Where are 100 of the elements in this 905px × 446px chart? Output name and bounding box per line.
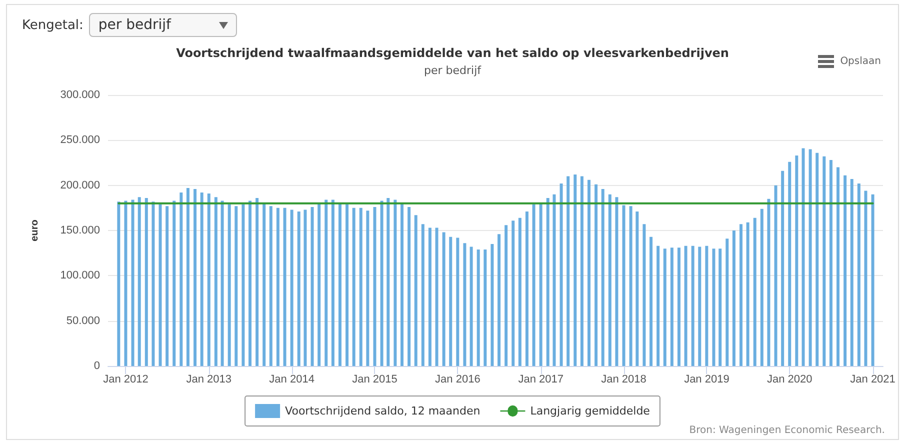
bar (525, 212, 528, 366)
bar (650, 236, 653, 366)
bar (158, 204, 162, 366)
dropdown-field: per bedrijf (89, 13, 238, 37)
bar (802, 148, 805, 366)
bar (262, 202, 266, 366)
bar (242, 204, 245, 366)
bar (698, 246, 702, 366)
x-tick-label: Jan 2021 (850, 374, 896, 386)
bar (124, 200, 128, 366)
bar (816, 152, 819, 366)
x-tick-label: Jan 2013 (186, 374, 232, 386)
legend-label: Langjarig gemiddelde (530, 404, 650, 418)
bar (753, 218, 756, 366)
bar (180, 192, 183, 366)
bar (560, 184, 563, 366)
x-tick-label: Jan 2017 (518, 374, 564, 386)
bar (629, 206, 632, 366)
bar (705, 246, 708, 366)
bar (152, 202, 155, 366)
bar (463, 243, 466, 366)
bar (442, 232, 446, 366)
bar (663, 248, 666, 366)
bar (346, 204, 349, 366)
bar (566, 176, 570, 366)
y-tick-label: 50.000 (66, 314, 100, 327)
x-tick-label: Jan 2018 (601, 374, 646, 386)
text: Opslaan (840, 56, 881, 67)
bar (234, 206, 238, 366)
bar (304, 210, 307, 366)
legend-label: Voortschrijdend saldo, 12 maanden (285, 404, 480, 418)
bar (788, 162, 792, 366)
bar (359, 208, 362, 366)
bar (414, 215, 418, 366)
bar (366, 210, 370, 366)
bar (829, 160, 832, 366)
bar (386, 198, 390, 366)
bar (166, 206, 169, 366)
bar (400, 202, 404, 366)
y-tick-label: 250.000 (60, 134, 100, 146)
bar (144, 198, 148, 366)
bar (408, 207, 411, 366)
bar (691, 246, 694, 366)
bar (131, 200, 134, 366)
bar (297, 212, 300, 366)
bar (484, 249, 487, 366)
bar (642, 224, 646, 366)
bar (670, 248, 674, 366)
bar (449, 236, 452, 366)
bar (601, 188, 604, 366)
y-tick-label: 100.000 (60, 270, 100, 282)
bar (490, 244, 494, 366)
bar (352, 208, 356, 366)
bar (318, 203, 321, 366)
y-axis-title: euro (30, 220, 40, 242)
bar (421, 224, 424, 366)
y-tick-label: 300.000 (60, 89, 100, 101)
bar (718, 248, 722, 366)
bar (781, 170, 784, 366)
x-tick-label: Jan 2020 (766, 374, 812, 386)
bar (428, 228, 432, 366)
bar (712, 248, 716, 366)
bar (512, 220, 515, 366)
bar (808, 149, 812, 366)
bar (220, 200, 224, 366)
bar (871, 194, 874, 366)
bar (172, 200, 176, 366)
bar (283, 208, 286, 366)
chart-subtitle: per bedrijf (424, 64, 482, 77)
bar (194, 188, 197, 366)
bar (739, 224, 742, 366)
bar (394, 200, 397, 366)
bar (324, 200, 328, 366)
bar (608, 194, 612, 366)
bar (574, 174, 577, 366)
bar (684, 246, 688, 366)
text: Bron: Wageningen Economic Research. (689, 425, 885, 436)
y-tick-label: 200.000 (60, 179, 100, 192)
bar (857, 184, 860, 366)
bar (290, 210, 294, 366)
bar (539, 203, 542, 366)
bar (373, 207, 376, 366)
bar (726, 238, 729, 366)
bar (594, 184, 598, 366)
y-tick-label: 0 (94, 360, 100, 372)
x-tick-label: Jan 2012 (103, 374, 148, 386)
x-tick-label: Jan 2014 (269, 374, 314, 386)
y-tick-label: 150.000 (60, 224, 100, 236)
bar (470, 246, 473, 366)
bar (864, 190, 868, 366)
bar (310, 207, 314, 366)
bar (269, 206, 272, 366)
bar (214, 197, 218, 366)
bar (331, 200, 334, 366)
x-tick-label: Jan 2016 (435, 374, 480, 386)
bar (587, 180, 590, 366)
bar (532, 204, 536, 366)
bar (186, 188, 190, 366)
bar (207, 193, 210, 366)
bar (746, 222, 750, 366)
